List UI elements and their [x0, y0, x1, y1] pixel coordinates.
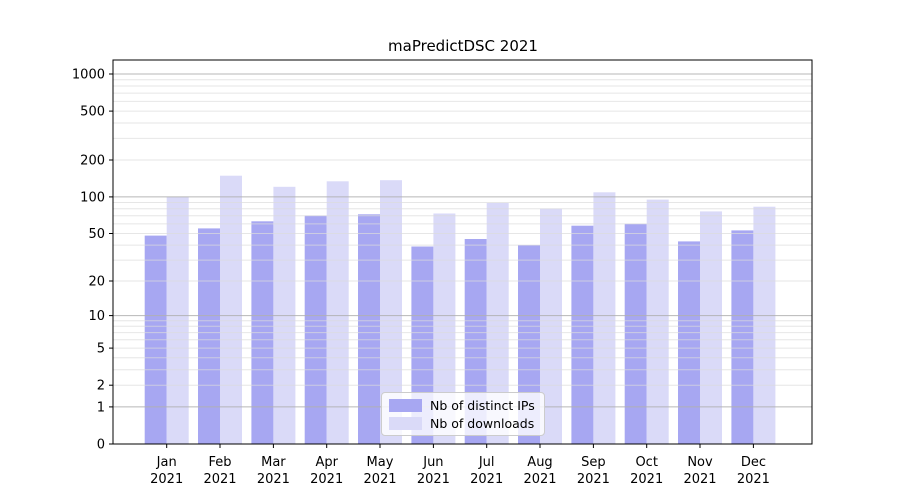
x-tick-label-jan-2021: Jan 2021: [150, 455, 183, 487]
bar-nov-2021-nb-of-downloads: [700, 211, 722, 444]
legend-entry-distinct-ips: Nb of distinct IPs: [389, 398, 536, 413]
x-tick-label-mar-2021: Mar 2021: [257, 455, 290, 487]
bar-dec-2021-nb-of-distinct-ips: [731, 230, 754, 444]
x-tick-label-oct-2021: Oct 2021: [630, 455, 663, 487]
bar-feb-2021-nb-of-downloads: [220, 175, 242, 444]
x-tick-label-may-2021: May 2021: [363, 455, 396, 487]
bar-nov-2021-nb-of-distinct-ips: [678, 241, 700, 444]
y-tick-label-1: 1: [97, 400, 105, 415]
y-tick-label-10: 10: [88, 309, 105, 324]
x-tick-label-aug-2021: Aug 2021: [523, 455, 556, 487]
bar-may-2021-nb-of-downloads: [380, 180, 402, 444]
y-tick-label-500: 500: [80, 105, 105, 120]
legend: Nb of distinct IPs Nb of downloads: [381, 392, 545, 436]
x-tick-label-dec-2021: Dec 2021: [737, 455, 770, 487]
bar-sep-2021-nb-of-downloads: [593, 192, 616, 444]
y-tick-label-0: 0: [97, 438, 105, 453]
x-tick-label-feb-2021: Feb 2021: [203, 455, 236, 487]
legend-label-distinct-ips: Nb of distinct IPs: [430, 397, 535, 413]
y-tick-label-5: 5: [97, 342, 105, 357]
y-tick-label-100: 100: [80, 190, 105, 205]
x-tick-label-nov-2021: Nov 2021: [683, 455, 716, 487]
bar-sep-2021-nb-of-distinct-ips: [571, 225, 594, 444]
y-tick-label-200: 200: [80, 154, 105, 169]
bar-apr-2021-nb-of-distinct-ips: [304, 215, 327, 444]
bar-may-2021-nb-of-distinct-ips: [358, 214, 380, 444]
y-tick-label-20: 20: [88, 275, 105, 290]
y-tick-label-1000: 1000: [72, 68, 105, 83]
legend-label-downloads: Nb of downloads: [430, 415, 535, 431]
y-tick-label-2: 2: [97, 379, 105, 394]
bar-feb-2021-nb-of-distinct-ips: [198, 228, 220, 444]
plot-frame: [112, 59, 813, 445]
bar-oct-2021-nb-of-distinct-ips: [624, 223, 647, 444]
bar-apr-2021-nb-of-downloads: [326, 181, 349, 445]
chart-title: maPredictDSC 2021: [388, 37, 538, 55]
legend-swatch-distinct-ips: [389, 398, 422, 412]
bar-dec-2021-nb-of-downloads: [753, 206, 776, 444]
x-tick-label-jul-2021: Jul 2021: [470, 455, 503, 487]
x-tick-label-sep-2021: Sep 2021: [577, 455, 610, 487]
bar-oct-2021-nb-of-downloads: [646, 199, 669, 444]
y-tick-label-50: 50: [88, 227, 105, 242]
bar-jul-2021-nb-of-downloads: [486, 203, 509, 444]
x-tick-label-apr-2021: Apr 2021: [310, 455, 343, 487]
x-tick-label-jun-2021: Jun 2021: [417, 455, 450, 487]
legend-swatch-downloads: [389, 416, 422, 430]
bar-jun-2021-nb-of-downloads: [433, 213, 456, 444]
legend-entry-downloads: Nb of downloads: [389, 416, 536, 431]
